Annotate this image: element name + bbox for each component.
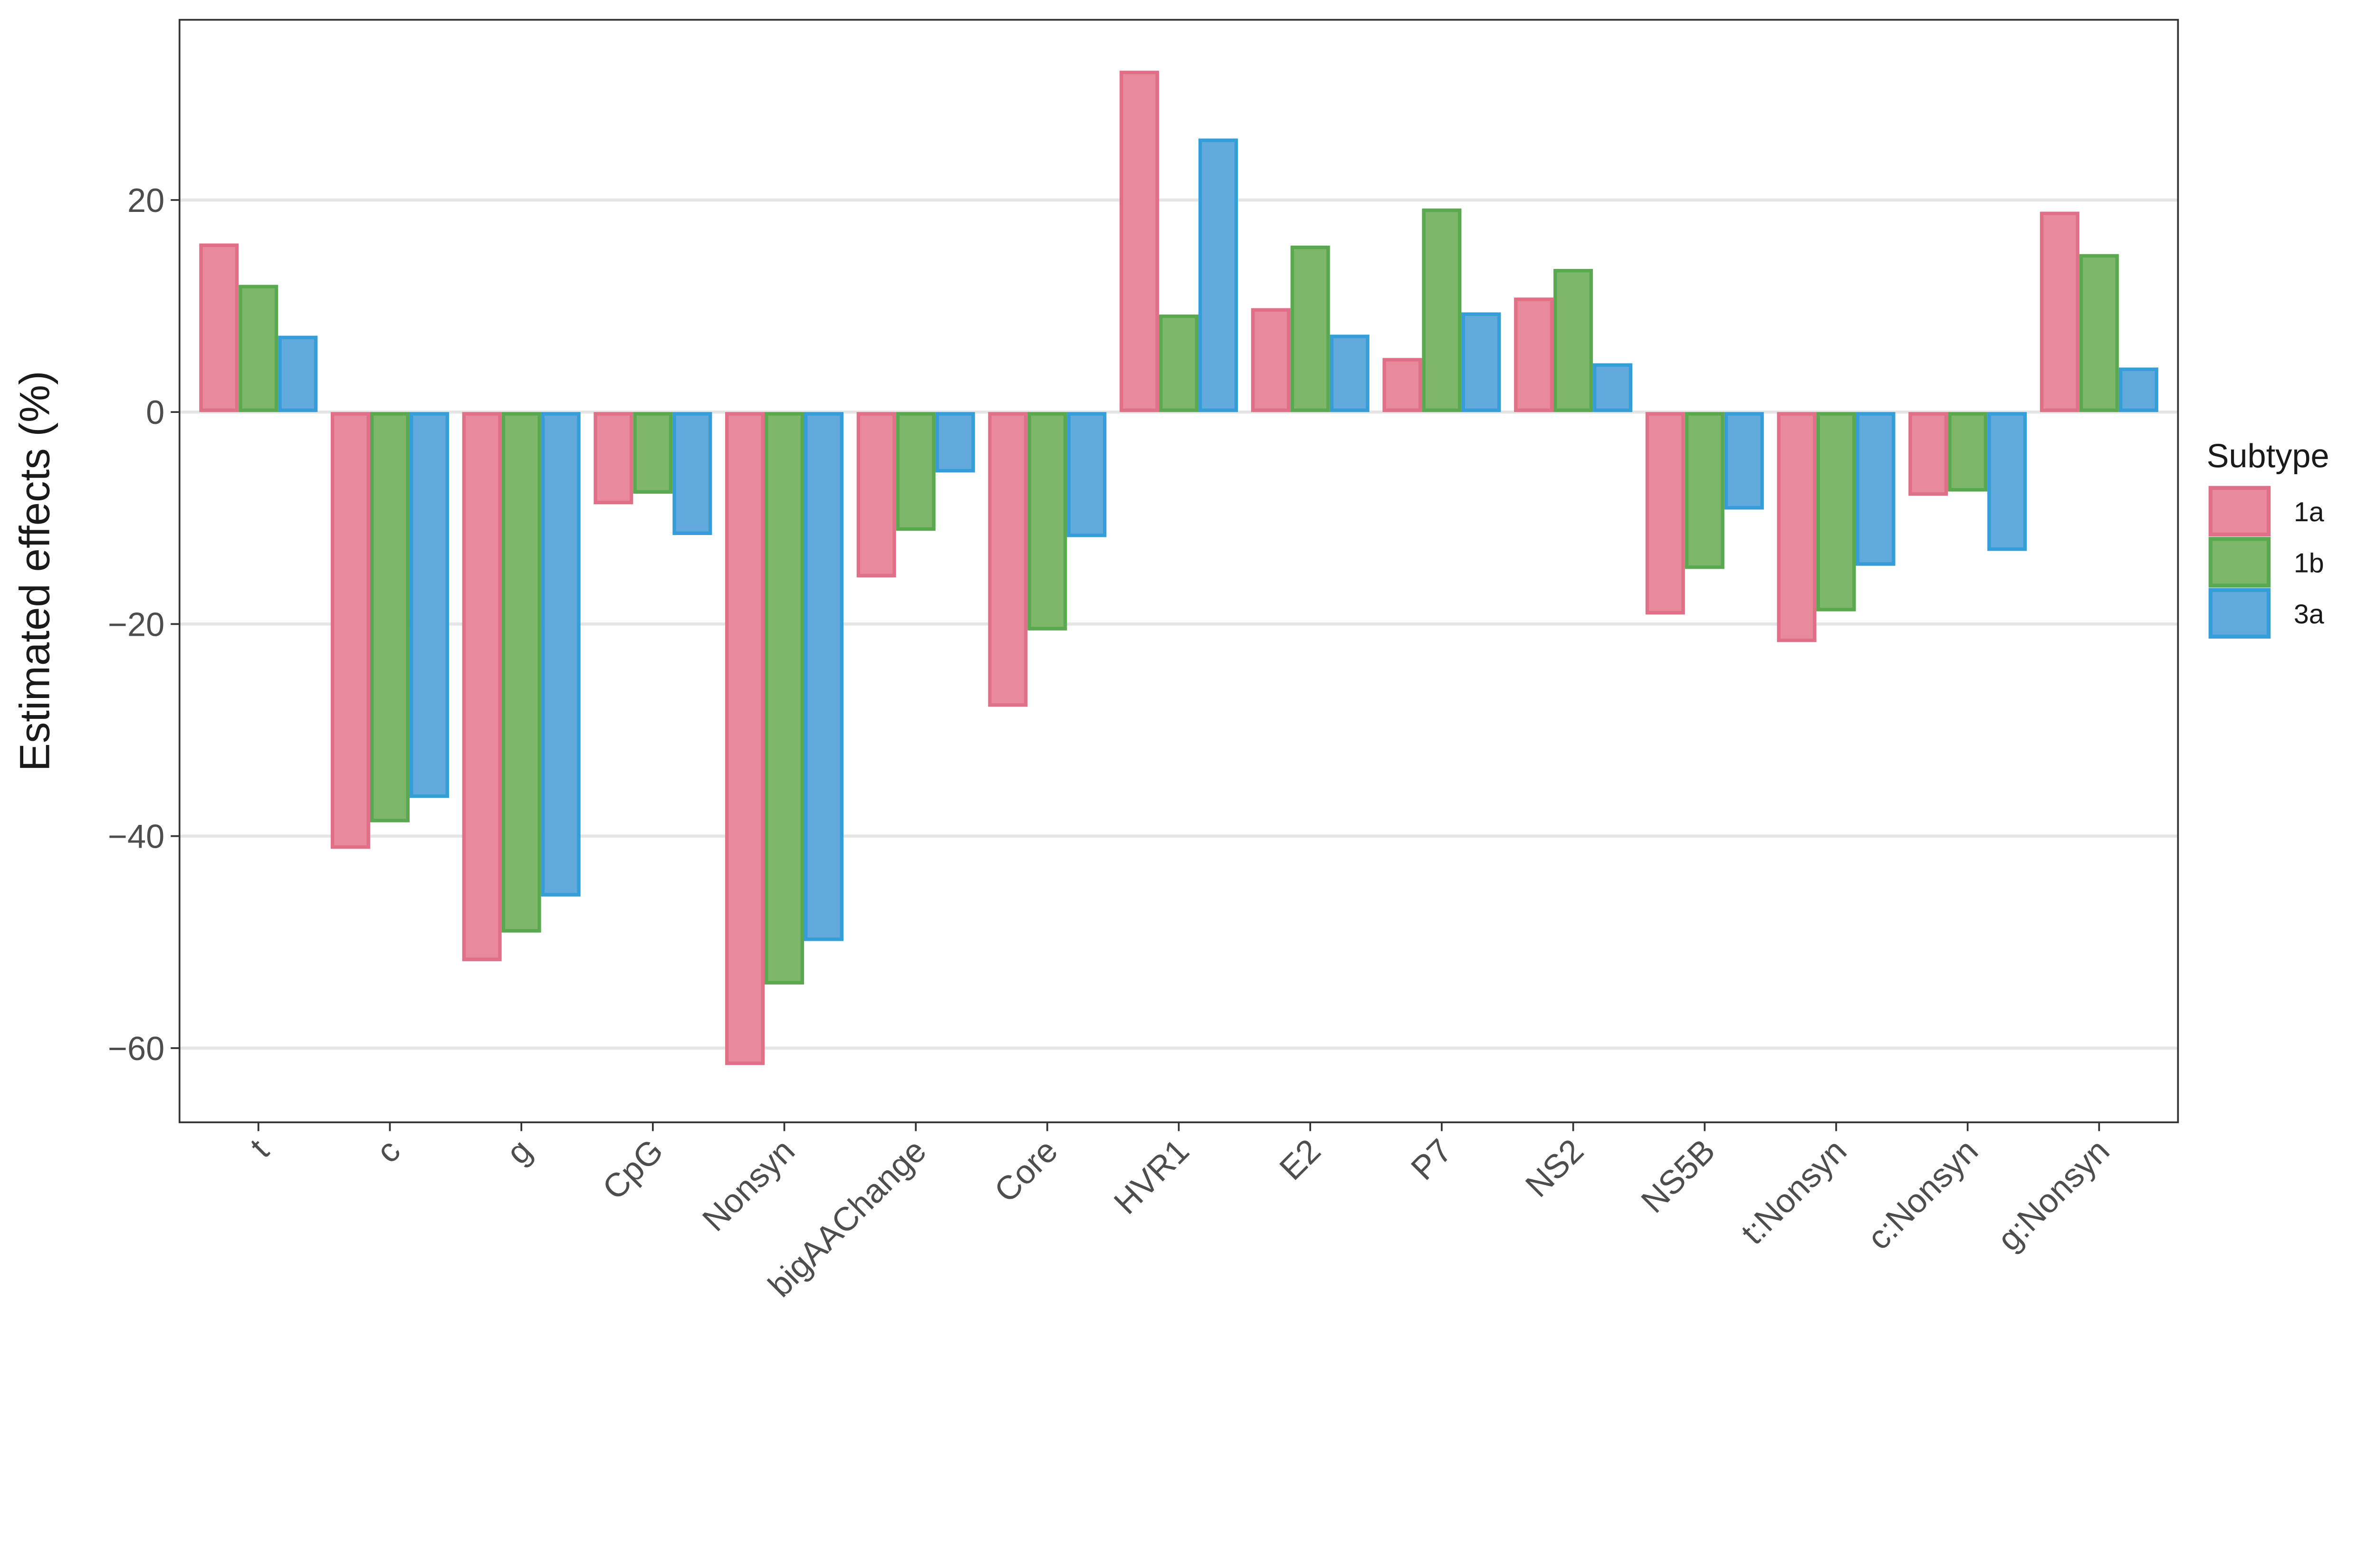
bar-3a-CpG [672,412,712,535]
bar-1b-g:Nonsyn [2079,254,2119,412]
bar-1a-c [330,412,370,849]
bar-3a-g [541,412,581,897]
bar-3a-P7 [1461,312,1501,412]
bar-1b-Nonsyn [765,412,805,985]
legend-key-1a [2208,486,2271,537]
x-tick-label: g [499,1132,539,1172]
y-tick-label: −40 [108,818,164,855]
legend-title: Subtype [2207,437,2329,474]
legend-label: 3a [2294,599,2324,630]
bar-3a-Nonsyn [804,412,844,941]
x-tick-label: c:Nonsyn [1860,1132,1985,1257]
bar-3a-g:Nonsyn [2118,367,2158,412]
bar-3a-NS5B [1724,412,1764,510]
bar-3a-E2 [1330,335,1370,412]
x-tick-label: HVR1 [1107,1132,1197,1222]
legend-label: 1b [2294,548,2324,579]
y-axis: 20 0 −20 −40 −60 [108,182,180,1067]
legend: Subtype 1a 1b 3a [2207,437,2329,639]
bar-1a-bigAAChange [856,412,896,578]
legend-key-1b [2208,537,2271,588]
bar-1a-g [462,412,502,961]
bar-1b-CpG [633,412,673,494]
bar-1a-NS2 [1514,297,1554,412]
x-tick-label: P7 [1404,1132,1459,1187]
bar-3a-NS2 [1593,363,1633,412]
bar-1a-Nonsyn [725,412,765,1065]
bar-3a-t:Nonsyn [1856,412,1896,566]
bar-1b-P7 [1422,208,1462,412]
bar-1a-E2 [1251,308,1291,412]
bar-3a-Core [1067,412,1107,537]
x-tick-label: NS2 [1518,1132,1590,1205]
y-tick-label: 20 [127,182,164,219]
x-tick-label: t [243,1131,276,1165]
bar-1a-NS5B [1645,412,1685,615]
y-tick-label: −60 [108,1030,164,1067]
y-tick-label: −20 [108,605,164,643]
bar-1a-c:Nonsyn [1908,412,1948,496]
bar-1b-Core [1027,412,1067,631]
x-tick-label: E2 [1272,1132,1328,1187]
bar-1b-NS5B [1685,412,1725,569]
bar-1a-t:Nonsyn [1777,412,1817,642]
y-tick-label: 0 [146,393,164,431]
bar-1a-Core [988,412,1028,707]
bar-1a-g:Nonsyn [2040,211,2079,412]
x-tick-label: Core [987,1132,1065,1210]
x-tick-label: NS5B [1634,1132,1722,1220]
bar-3a-t [278,335,318,412]
bar-1b-g [501,412,541,933]
bar-1b-E2 [1290,245,1330,412]
bar-1b-t:Nonsyn [1816,412,1856,612]
bar-1b-t [239,285,278,412]
bar-1a-P7 [1382,358,1422,412]
bar-3a-c [409,412,449,798]
bar-1a-t [199,243,239,412]
x-tick-label: CpG [595,1132,670,1207]
legend-key-3a [2208,588,2271,639]
bar-3a-c:Nonsyn [1987,412,2027,551]
x-tick-label: Nonsyn [695,1132,802,1239]
x-tick-label: c [369,1132,407,1170]
bar-1b-bigAAChange [896,412,936,531]
bar-1b-c:Nonsyn [1948,412,1988,492]
bar-1a-CpG [594,412,633,505]
bar-3a-bigAAChange [935,412,975,473]
legend-label: 1a [2294,497,2324,527]
y-axis-title: Estimated effects (%) [11,371,58,771]
x-tick-label: g:Nonsyn [1990,1132,2117,1258]
bar-1b-HVR1 [1159,314,1199,412]
x-tick-label: t:Nonsyn [1734,1132,1853,1252]
bar-3a-HVR1 [1198,138,1238,412]
bar-1a-HVR1 [1120,70,1159,412]
bar-1b-c [370,412,410,822]
bar-1b-NS2 [1553,268,1593,412]
bars [199,70,2158,1065]
